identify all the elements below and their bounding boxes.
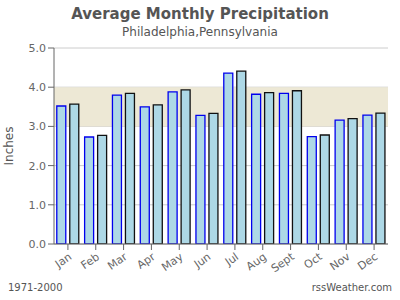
svg-text:Oct: Oct	[302, 250, 326, 272]
html-text:Philadelphia,Pennsylvania: Philadelphia,Pennsylvania	[122, 25, 278, 39]
html-text:1971-2000: 1971-2000	[8, 282, 63, 293]
svg-text:Mar: Mar	[105, 250, 130, 273]
svg-text:3.0: 3.0	[29, 120, 47, 133]
svg-text:Nov: Nov	[327, 250, 352, 273]
svg-text:Jun: Jun	[191, 250, 213, 271]
html-text:rssWeather.com: rssWeather.com	[311, 282, 392, 293]
svg-text:2.0: 2.0	[29, 160, 47, 173]
svg-text:Aug: Aug	[244, 250, 269, 273]
svg-text:4.0: 4.0	[29, 81, 47, 94]
svg-text:1.0: 1.0	[29, 199, 47, 212]
svg-text:May: May	[159, 250, 185, 274]
svg-text:0.0: 0.0	[29, 238, 47, 251]
svg-text:Apr: Apr	[135, 250, 158, 272]
html-text:Average Monthly Precipitation: Average Monthly Precipitation	[71, 5, 329, 23]
svg-text:5.0: 5.0	[29, 42, 47, 55]
svg-text:Jan: Jan	[52, 250, 74, 271]
svg-text:Feb: Feb	[79, 250, 102, 272]
svg-text:Sept: Sept	[269, 250, 298, 275]
svg-text:Inches: Inches	[2, 127, 16, 166]
svg-text:Jul: Jul	[222, 250, 241, 269]
svg-text:Dec: Dec	[355, 250, 380, 273]
